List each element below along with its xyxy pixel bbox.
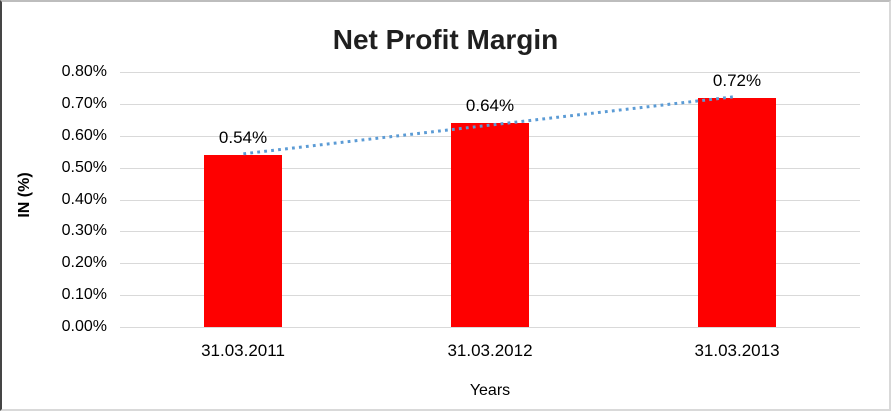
y-tick-label: 0.10% — [61, 286, 107, 303]
y-tick-label: 0.40% — [61, 191, 107, 208]
gridline — [120, 327, 860, 328]
bar-data-label: 0.72% — [712, 71, 762, 90]
bar-31.03.2012 — [451, 123, 529, 327]
y-tick-label: 0.80% — [61, 63, 107, 80]
plot-area — [120, 72, 860, 328]
y-tick-label: 0.60% — [61, 127, 107, 144]
y-tick-label: 0.70% — [61, 95, 107, 112]
y-tick-label: 0.50% — [61, 159, 107, 176]
bar-31.03.2011 — [204, 155, 282, 327]
x-tick-label: 31.03.2011 — [201, 341, 285, 360]
bar-data-label: 0.54% — [218, 128, 268, 147]
x-axis-title: Years — [469, 382, 511, 399]
y-tick-label: 0.30% — [61, 222, 107, 239]
y-tick-label: 0.00% — [61, 318, 107, 335]
chart-title: Net Profit Margin — [332, 24, 559, 55]
bar-data-label: 0.64% — [465, 96, 515, 115]
y-axis-title: IN (%) — [16, 172, 33, 218]
y-tick-label: 0.20% — [61, 254, 107, 271]
x-tick-label: 31.03.2013 — [694, 341, 780, 360]
gridline — [120, 72, 860, 73]
bar-31.03.2013 — [698, 98, 776, 327]
x-tick-label: 31.03.2012 — [447, 341, 533, 360]
